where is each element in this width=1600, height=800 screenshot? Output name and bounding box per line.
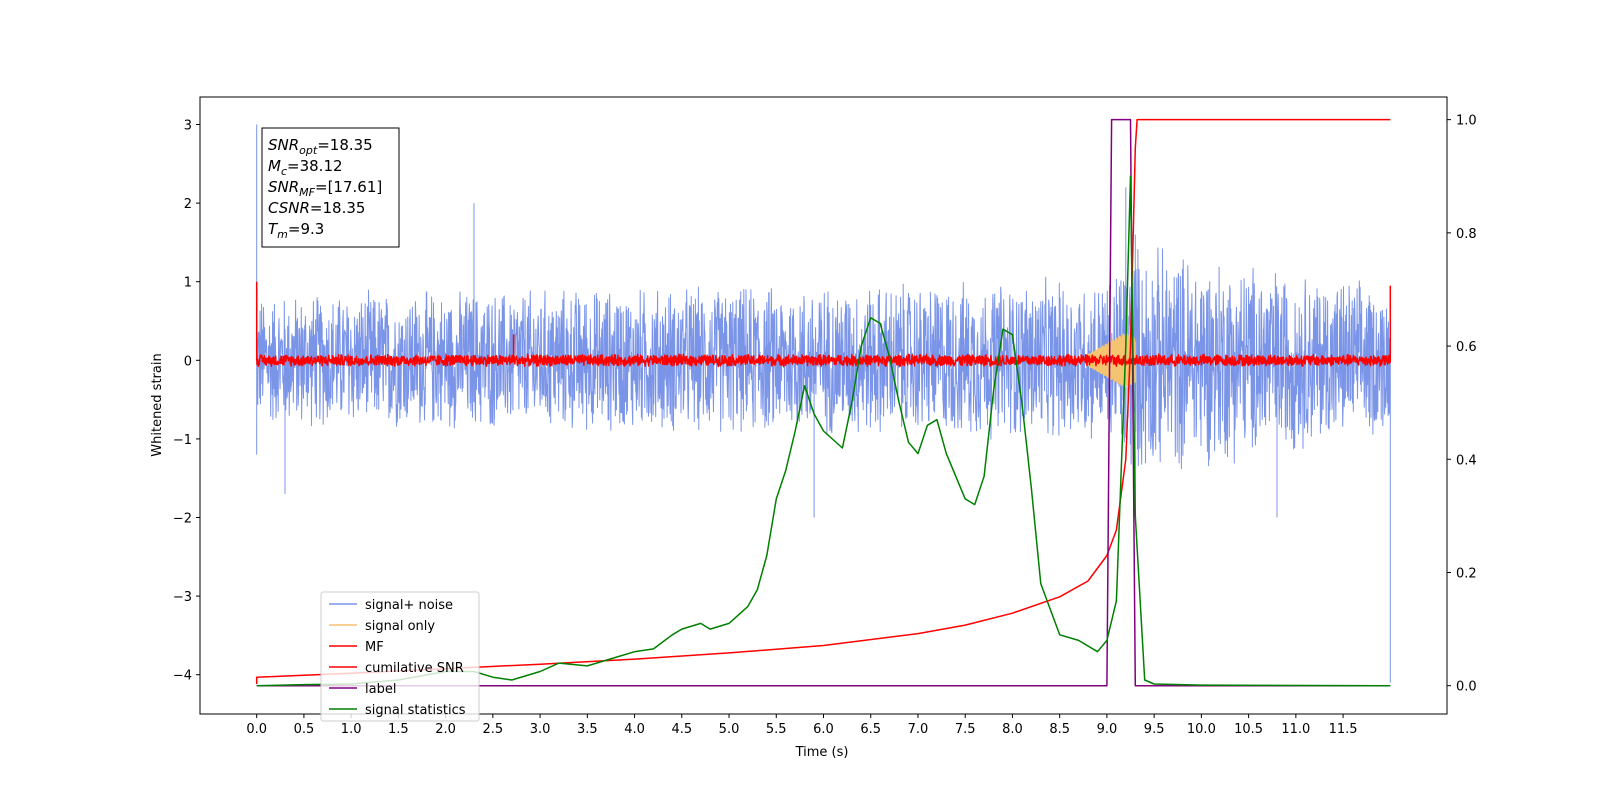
x-tick-label: 3.0 — [530, 722, 551, 737]
x-tick-label: 8.5 — [1049, 722, 1070, 737]
x-tick-label: 1.0 — [341, 722, 362, 737]
legend-label: signal+ noise — [365, 598, 453, 613]
y-tick-label: 0 — [184, 354, 192, 369]
y2-tick-label: 0.4 — [1456, 453, 1477, 468]
y-axis-label: Whitened strain — [150, 353, 165, 456]
x-tick-label: 8.0 — [1002, 722, 1023, 737]
x-tick-label: 10.0 — [1187, 722, 1216, 737]
y-tick-label: −3 — [173, 590, 192, 605]
y2-tick-label: 0.8 — [1456, 227, 1477, 242]
series-line-mf — [255, 281, 1392, 368]
x-tick-label: 7.5 — [955, 722, 976, 737]
legend-frame — [320, 591, 480, 722]
series-line-signal-only — [1087, 332, 1137, 389]
x-tick-label: 5.0 — [719, 722, 740, 737]
y-tick-label: −2 — [173, 512, 192, 527]
y-tick-label: −1 — [173, 433, 192, 448]
y-tick-label: 3 — [184, 119, 192, 134]
series-line-signal-statistics — [256, 175, 1391, 687]
y2-tick-label: 1.0 — [1456, 114, 1477, 129]
series-line-label — [256, 118, 1391, 687]
x-tick-label: 4.0 — [624, 722, 645, 737]
legend: signal+ noise signal only MF cumilative SNR… — [320, 591, 480, 722]
x-tick-label: 11.0 — [1281, 722, 1310, 737]
legend-label: cumilative SNR — [365, 661, 464, 676]
x-tick-label: 6.0 — [813, 722, 834, 737]
y2-tick-label: 0.0 — [1456, 680, 1477, 695]
x-tick-label: 0.5 — [294, 722, 315, 737]
x-tick-label: 9.5 — [1144, 722, 1165, 737]
x-tick-label: 5.5 — [766, 722, 787, 737]
x-tick-label: 2.0 — [435, 722, 456, 737]
x-tick-label: 9.0 — [1097, 722, 1118, 737]
x-tick-label: 0.0 — [246, 722, 267, 737]
x-tick-label: 7.0 — [908, 722, 929, 737]
legend-label: signal statistics — [365, 703, 466, 718]
x-tick-label: 2.5 — [483, 722, 504, 737]
legend-label: MF — [365, 640, 384, 655]
annotation-box: SNRopt=18.35Mc=38.12SNRMF=[17.61]CSNR=18… — [261, 127, 400, 248]
y-tick-label: −4 — [173, 669, 192, 684]
annotation-line: Mc=38.12 — [268, 157, 343, 178]
ticks: 0.0 0.5 1.0 1.5 2.0 2.5 3.0 3.5 4.0 4.5 5.0 5.5 6.0 6… — [173, 114, 1477, 737]
x-tick-label: 1.5 — [388, 722, 409, 737]
x-tick-label: 11.5 — [1329, 722, 1358, 737]
y2-tick-label: 0.6 — [1456, 340, 1477, 355]
y-tick-label: 2 — [184, 197, 192, 212]
x-tick-label: 3.5 — [577, 722, 598, 737]
legend-label: signal only — [365, 619, 435, 634]
x-axis-label: Time (s) — [795, 745, 849, 760]
y2-tick-label: 0.2 — [1456, 566, 1477, 581]
annotation-line: SNRopt=18.35 — [268, 136, 373, 157]
annotation-line: SNRMF=[17.61] — [268, 178, 382, 199]
annotation-line: Tm=9.3 — [268, 220, 324, 241]
y-tick-label: 1 — [184, 276, 192, 291]
x-tick-label: 10.5 — [1234, 722, 1263, 737]
x-tick-label: 6.5 — [860, 722, 881, 737]
legend-label: label — [365, 682, 396, 697]
annotation-line: CSNR=18.35 — [268, 199, 365, 217]
x-tick-label: 4.5 — [671, 722, 692, 737]
